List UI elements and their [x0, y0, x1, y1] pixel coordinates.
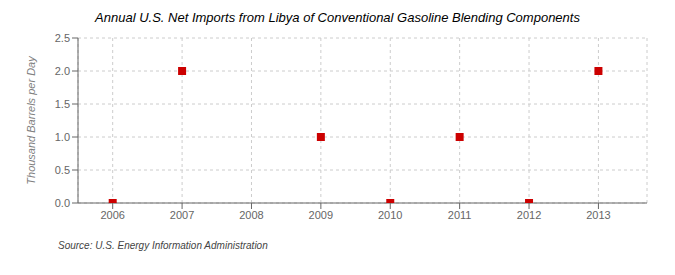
svg-text:2010: 2010 — [378, 209, 402, 221]
html-text:Source: U.S. Energy Informatio: Source: U.S. Energy Information Administ… — [58, 240, 268, 251]
svg-text:1.0: 1.0 — [55, 131, 70, 143]
svg-text:2007: 2007 — [170, 209, 194, 221]
svg-text:0.5: 0.5 — [55, 164, 70, 176]
svg-text:2008: 2008 — [239, 209, 263, 221]
svg-text:2009: 2009 — [309, 209, 333, 221]
svg-text:0.0: 0.0 — [55, 197, 70, 209]
svg-text:1.5: 1.5 — [55, 98, 70, 110]
svg-text:2011: 2011 — [448, 209, 472, 221]
html-text:Annual U.S. Net Imports from L: Annual U.S. Net Imports from Libya of Co… — [95, 10, 580, 25]
svg-text:2013: 2013 — [586, 209, 610, 221]
svg-text:2.5: 2.5 — [55, 32, 70, 44]
svg-text:2012: 2012 — [517, 209, 541, 221]
svg-text:2006: 2006 — [100, 209, 124, 221]
svg-text:2.0: 2.0 — [55, 65, 70, 77]
svg-text:Thousand Barrels per Day: Thousand Barrels per Day — [25, 55, 37, 185]
